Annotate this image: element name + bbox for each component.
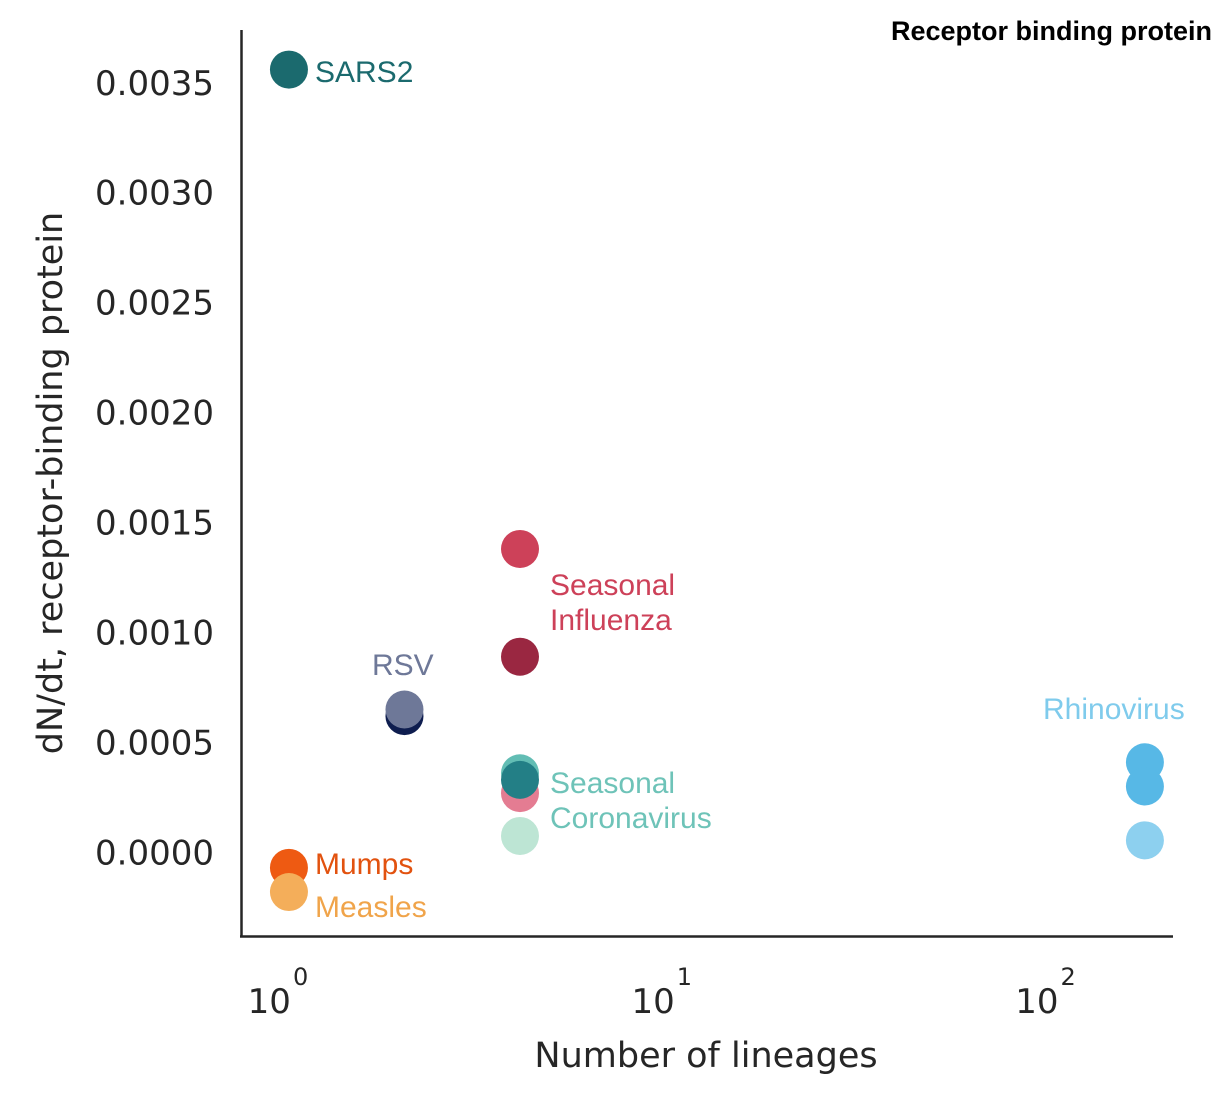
- annotation-line: RSV: [372, 649, 434, 682]
- x-tick-base: 10: [1015, 982, 1058, 1022]
- annotation-line: SARS2: [315, 56, 413, 89]
- x-tick-label: 102: [1015, 963, 1076, 1022]
- data-points: [269, 50, 1164, 912]
- data-point: [385, 690, 424, 729]
- annotation-label: Measles: [315, 891, 427, 924]
- data-point: [1125, 767, 1164, 806]
- axes: [240, 30, 1173, 938]
- annotation-line: Influenza: [550, 604, 672, 637]
- x-tick-exponent: 2: [1060, 963, 1075, 991]
- data-point: [1125, 821, 1164, 860]
- y-axis-label: dN/dt, receptor-binding protein: [31, 212, 71, 754]
- x-tick-label: 100: [248, 963, 309, 1022]
- data-point: [500, 760, 539, 799]
- data-point: [269, 873, 308, 912]
- y-tick-labels: 0.0000 0.0005 0.0010 0.0015 0.0020 0.0025 0.00…: [95, 64, 214, 874]
- y-tick-label: 0.0030: [95, 174, 214, 214]
- y-tick-label: 0.0005: [95, 723, 214, 763]
- x-tick-label: 101: [631, 963, 692, 1022]
- x-tick-base: 10: [248, 982, 291, 1022]
- x-tick-exponent: 0: [293, 963, 308, 991]
- data-point: [500, 529, 539, 568]
- annotation-line: Mumps: [315, 848, 413, 881]
- annotation-line: Seasonal: [550, 767, 675, 800]
- y-tick-label: 0.0015: [95, 504, 214, 544]
- annotation-line: Measles: [315, 891, 427, 924]
- y-tick-label: 0.0000: [95, 833, 214, 873]
- x-tick-base: 10: [631, 982, 674, 1022]
- annotation-label: Rhinovirus: [1043, 693, 1185, 726]
- annotation-label: RSV: [372, 649, 434, 682]
- y-tick-label: 0.0035: [95, 64, 214, 104]
- data-point: [500, 637, 539, 676]
- x-axis-label: Number of lineages: [534, 1036, 877, 1076]
- annotation-line: Rhinovirus: [1043, 693, 1185, 726]
- y-tick-label: 0.0010: [95, 614, 214, 654]
- chart-title: Receptor binding protein: [891, 16, 1212, 46]
- annotation-label: Mumps: [315, 848, 413, 881]
- x-tick-exponent: 1: [677, 963, 692, 991]
- y-tick-label: 0.0020: [95, 394, 214, 434]
- annotation-label: Seasonal Influenza: [550, 569, 675, 637]
- annotation-label: SARS2: [315, 56, 413, 89]
- annotation-line: Seasonal: [550, 569, 675, 602]
- annotation-label: Seasonal Coronavirus: [550, 767, 712, 835]
- y-tick-label: 0.0025: [95, 284, 214, 324]
- data-point: [269, 50, 308, 89]
- annotation-line: Coronavirus: [550, 802, 712, 835]
- data-point: [500, 816, 539, 855]
